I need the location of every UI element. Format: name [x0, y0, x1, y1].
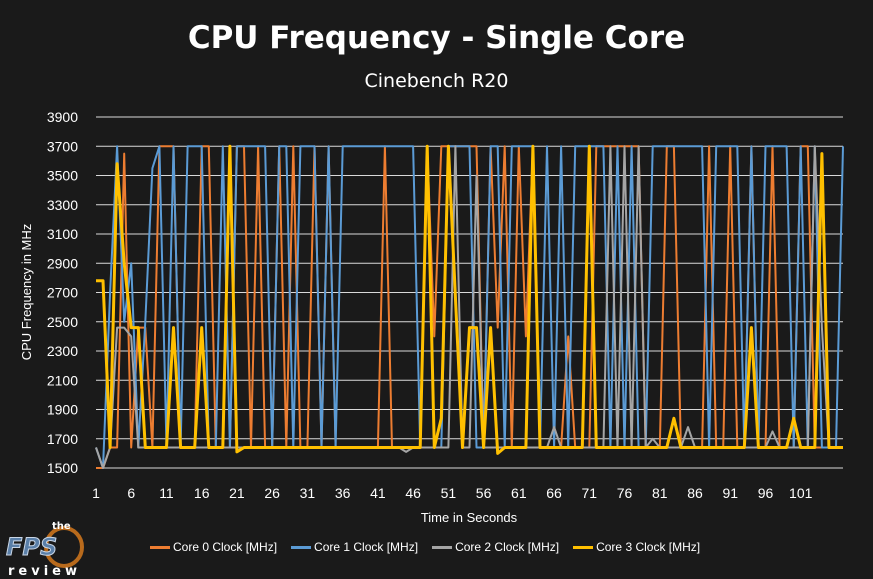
y-tick-label: 1900 — [47, 402, 78, 418]
logo-ring — [44, 526, 84, 568]
legend-label: Core 0 Clock [MHz] — [173, 540, 278, 554]
legend-label: Core 1 Clock [MHz] — [314, 540, 419, 554]
legend-swatch — [150, 545, 170, 549]
x-tick-label: 56 — [476, 485, 492, 501]
y-tick-label: 3700 — [47, 138, 78, 154]
x-tick-label: 91 — [722, 485, 738, 501]
legend-label: Core 2 Clock [MHz] — [455, 540, 560, 554]
x-axis-label: Time in Seconds — [421, 510, 518, 525]
y-tick-label: 3300 — [47, 197, 78, 213]
fps-review-logo: the FPS review — [6, 521, 84, 579]
x-tick-label: 51 — [441, 485, 457, 501]
y-tick-label: 3900 — [47, 109, 78, 125]
x-tick-label: 81 — [652, 485, 668, 501]
legend: Core 0 Clock [MHz] Core 1 Clock [MHz] Core… — [150, 540, 700, 554]
legend-item-core-3: Core 3 Clock [MHz] — [573, 540, 700, 554]
x-tick-label: 46 — [405, 485, 421, 501]
x-tick-label: 26 — [264, 485, 280, 501]
x-tick-label: 31 — [300, 485, 316, 501]
legend-label: Core 3 Clock [MHz] — [596, 540, 701, 554]
y-tick-label: 2900 — [47, 255, 78, 271]
y-tick-label: 2300 — [47, 343, 78, 359]
x-tick-label: 6 — [127, 485, 135, 501]
legend-swatch — [432, 545, 453, 549]
x-tick-label: 36 — [335, 485, 351, 501]
y-tick-label: 1700 — [47, 431, 78, 447]
legend-swatch — [573, 545, 594, 549]
x-tick-label: 71 — [582, 485, 598, 501]
x-tick-label: 101 — [789, 485, 813, 501]
legend-item-core-1: Core 1 Clock [MHz] — [291, 540, 418, 554]
logo-text-bottom: review — [8, 564, 81, 579]
y-tick-label: 3500 — [47, 168, 78, 184]
x-tick-label: 21 — [229, 485, 245, 501]
legend-item-core-2: Core 2 Clock [MHz] — [432, 540, 559, 554]
x-tick-label: 61 — [511, 485, 527, 501]
logo-text-top: the — [52, 521, 71, 532]
series-line-core-1 — [95, 145, 844, 469]
x-tick-label: 86 — [687, 485, 703, 501]
x-tick-label: 96 — [758, 485, 774, 501]
y-tick-label: 2100 — [47, 372, 78, 388]
x-tick-label: 11 — [159, 485, 174, 501]
legend-item-core-0: Core 0 Clock [MHz] — [150, 540, 277, 554]
x-tick-label: 16 — [194, 485, 210, 501]
chart-title: CPU Frequency - Single Core — [187, 20, 686, 56]
y-tick-label: 2700 — [47, 285, 78, 301]
x-tick-label: 41 — [370, 485, 386, 501]
y-axis-label: CPU Frequency in MHz — [19, 224, 34, 361]
x-tick-label: 1 — [92, 485, 100, 501]
x-tick-label: 76 — [617, 485, 633, 501]
chart-subtitle: Cinebench R20 — [364, 70, 509, 92]
y-tick-label: 3100 — [47, 226, 78, 242]
y-tick-label: 2500 — [47, 314, 78, 330]
series-line-core-3 — [96, 144, 843, 455]
logo-text-main: FPS — [6, 533, 57, 561]
legend-swatch — [291, 545, 312, 549]
x-tick-label: 66 — [546, 485, 562, 501]
y-tick-label: 1500 — [47, 460, 78, 476]
